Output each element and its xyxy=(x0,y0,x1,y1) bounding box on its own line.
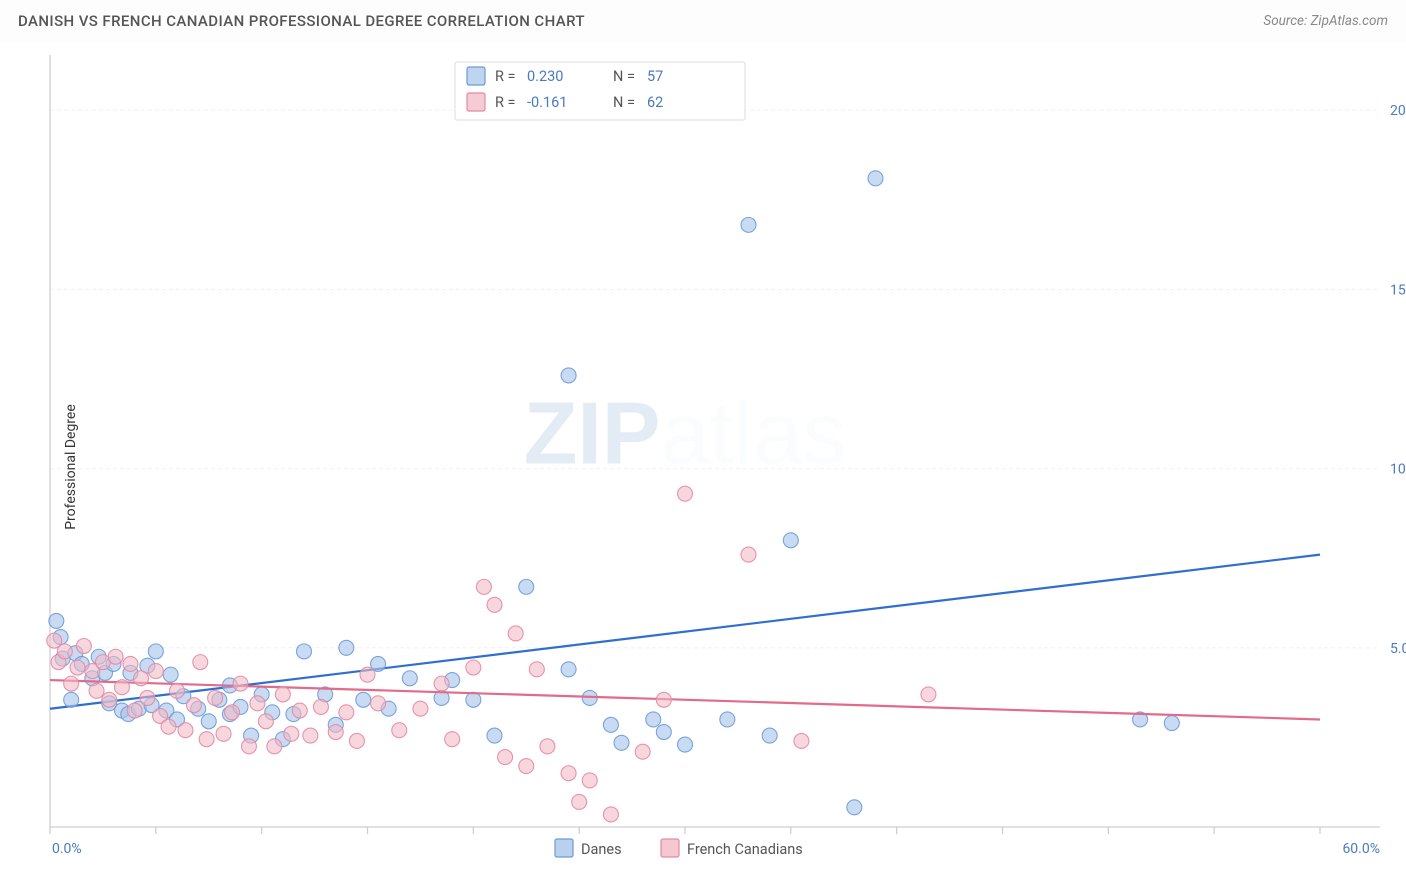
svg-text:R =: R = xyxy=(495,68,516,85)
svg-text:10.0%: 10.0% xyxy=(1390,462,1406,478)
svg-text:57: 57 xyxy=(647,68,663,85)
svg-text:French Canadians: French Canadians xyxy=(687,841,803,858)
svg-text:-0.161: -0.161 xyxy=(527,94,567,111)
svg-text:N =: N = xyxy=(613,68,635,85)
svg-text:15.0%: 15.0% xyxy=(1390,282,1406,298)
chart-title: DANISH VS FRENCH CANADIAN PROFESSIONAL D… xyxy=(18,12,585,30)
correlation-scatter-chart: ZIPatlas0.0%60.0%5.0%10.0%15.0%20.0%R = … xyxy=(0,42,1406,892)
svg-text:ZIPatlas: ZIPatlas xyxy=(524,384,847,483)
svg-text:N =: N = xyxy=(613,94,635,111)
svg-text:R =: R = xyxy=(495,94,516,111)
source-attribution: Source: ZipAtlas.com xyxy=(1263,13,1388,29)
svg-text:60.0%: 60.0% xyxy=(1342,841,1380,857)
svg-text:62: 62 xyxy=(647,94,663,111)
svg-text:20.0%: 20.0% xyxy=(1390,103,1406,119)
y-axis-label: Professional Degree xyxy=(63,404,79,530)
svg-text:Danes: Danes xyxy=(581,841,622,858)
svg-text:0.230: 0.230 xyxy=(527,68,563,85)
svg-text:5.0%: 5.0% xyxy=(1390,641,1406,657)
svg-text:0.0%: 0.0% xyxy=(52,841,82,857)
